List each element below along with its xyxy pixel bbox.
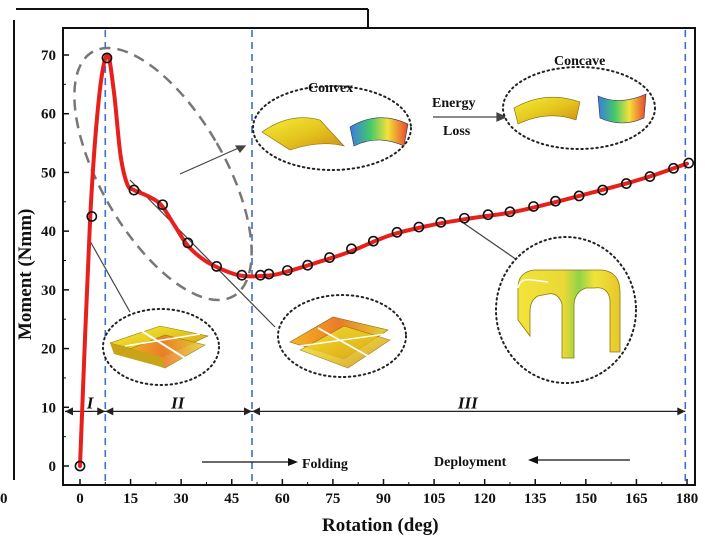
boundary-lines <box>104 30 687 484</box>
data-point <box>620 178 632 189</box>
inset-folding-shape <box>277 294 407 378</box>
inset-convex: Convex <box>252 81 412 171</box>
convex-label: Convex <box>308 81 353 96</box>
region-arrowhead <box>251 407 260 416</box>
data-point <box>182 237 194 249</box>
data-point <box>86 211 98 222</box>
data-point <box>597 184 609 196</box>
x-tick-label: 150 <box>575 491 598 507</box>
region-arrowhead <box>97 407 106 416</box>
data-point <box>302 259 314 271</box>
region-arrowhead <box>65 407 73 416</box>
data-point <box>550 195 561 207</box>
x-tick-label: 165 <box>625 491 648 507</box>
data-point <box>504 206 516 218</box>
data-point <box>74 460 86 472</box>
x-tick-label: 15 <box>123 491 138 507</box>
y-tick-label: 0 <box>49 459 57 475</box>
data-point <box>157 199 169 211</box>
data-point <box>482 209 494 221</box>
region-label: II <box>170 393 186 412</box>
region-markers: I II III <box>65 393 686 416</box>
data-point <box>668 162 679 174</box>
data-point <box>435 216 447 228</box>
energy-label: Energy <box>432 96 476 111</box>
x-tick-label: 180 <box>676 491 699 507</box>
plot-frame <box>62 27 696 486</box>
curve-layer <box>78 52 689 468</box>
loss-label: Loss <box>443 124 471 139</box>
y-tick-label: 70 <box>41 48 56 64</box>
y-tick-label: 20 <box>41 342 56 358</box>
data-point <box>367 235 379 247</box>
region-arrowhead <box>105 407 114 416</box>
y-tick-label: 30 <box>41 283 56 299</box>
y-tick-label: 40 <box>41 224 56 240</box>
y-tick-label: 50 <box>41 165 56 181</box>
data-point <box>573 190 585 202</box>
region-label: I <box>86 393 95 412</box>
region-arrowhead <box>677 407 686 416</box>
data-point <box>683 157 695 169</box>
deployment-arrow: Deployment <box>434 455 630 470</box>
axes-layer: 0 15 30 45 60 75 90 105 120 135 150 165 180 0 10 20 30 40… <box>41 48 698 507</box>
x-tick-label: 60 <box>275 491 290 507</box>
markers-layer <box>74 52 695 472</box>
x-tick-label: 90 <box>376 491 391 507</box>
data-point <box>324 252 335 263</box>
y-tick-label: 10 <box>41 400 56 416</box>
x-tick-label: 30 <box>174 491 189 507</box>
inset-deployed-shape <box>495 236 637 384</box>
x-tick-label: 75 <box>325 491 340 507</box>
data-point <box>281 265 293 276</box>
deployment-label: Deployment <box>434 455 507 470</box>
leader-lines <box>89 112 521 328</box>
data-point <box>236 269 248 281</box>
x-tick-label: 0 <box>76 491 84 507</box>
y-tick-label: 60 <box>41 107 56 123</box>
x-tick-label: 120 <box>473 491 496 507</box>
x-tick-label: 45 <box>224 491 239 507</box>
data-point <box>211 260 222 272</box>
adjacent-figure-edge: 0 <box>0 8 369 507</box>
x-tick-label: 105 <box>423 491 446 507</box>
data-point <box>413 221 425 233</box>
folding-label: Folding <box>302 457 348 472</box>
concave-label: Concave <box>554 54 605 69</box>
data-point <box>346 243 357 255</box>
folding-arrow: Folding <box>202 457 348 472</box>
inset-initial-shape <box>102 308 220 386</box>
moment-curve <box>78 52 689 468</box>
y-axis-title: Moment (Nmm) <box>15 209 36 340</box>
data-point <box>101 52 113 64</box>
data-point <box>459 212 470 224</box>
x-axis-title: Rotation (deg) <box>322 515 439 536</box>
region-arrowhead <box>243 407 252 416</box>
data-point <box>391 226 403 238</box>
inset-concave: Concave <box>502 54 656 150</box>
region-label: III <box>457 393 479 412</box>
data-point <box>263 268 275 280</box>
peak-region-ellipse <box>73 46 253 302</box>
data-point <box>644 171 656 182</box>
adjacent-tick-label: 0 <box>0 491 8 507</box>
data-point <box>128 184 140 196</box>
data-point <box>528 201 539 212</box>
x-tick-label: 135 <box>524 491 547 507</box>
